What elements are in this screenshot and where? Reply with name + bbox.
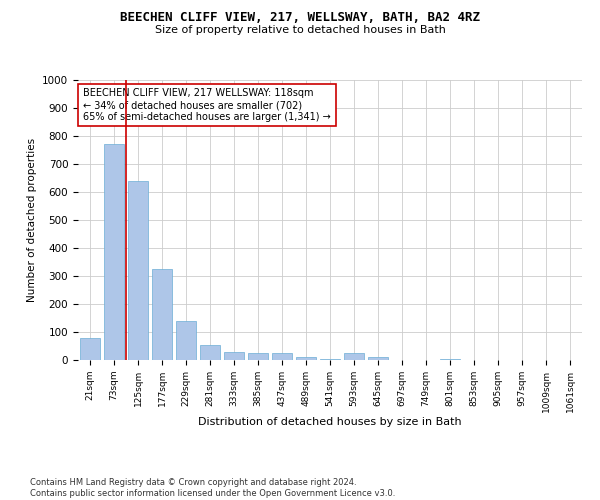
Text: BEECHEN CLIFF VIEW, 217, WELLSWAY, BATH, BA2 4RZ: BEECHEN CLIFF VIEW, 217, WELLSWAY, BATH,…: [120, 11, 480, 24]
Bar: [200, 344, 220, 360]
Y-axis label: Number of detached properties: Number of detached properties: [26, 138, 37, 302]
Bar: [296, 357, 316, 360]
Bar: [152, 269, 172, 360]
Bar: [368, 357, 388, 360]
Bar: [248, 353, 268, 360]
Bar: [104, 144, 124, 360]
Text: BEECHEN CLIFF VIEW, 217 WELLSWAY: 118sqm
← 34% of detached houses are smaller (7: BEECHEN CLIFF VIEW, 217 WELLSWAY: 118sqm…: [83, 88, 331, 122]
Text: Size of property relative to detached houses in Bath: Size of property relative to detached ho…: [155, 25, 445, 35]
Bar: [344, 353, 364, 360]
Bar: [320, 358, 340, 360]
Text: Contains HM Land Registry data © Crown copyright and database right 2024.
Contai: Contains HM Land Registry data © Crown c…: [30, 478, 395, 498]
Bar: [224, 352, 244, 360]
X-axis label: Distribution of detached houses by size in Bath: Distribution of detached houses by size …: [198, 418, 462, 428]
Bar: [176, 321, 196, 360]
Bar: [440, 358, 460, 360]
Bar: [80, 338, 100, 360]
Bar: [128, 181, 148, 360]
Bar: [272, 353, 292, 360]
